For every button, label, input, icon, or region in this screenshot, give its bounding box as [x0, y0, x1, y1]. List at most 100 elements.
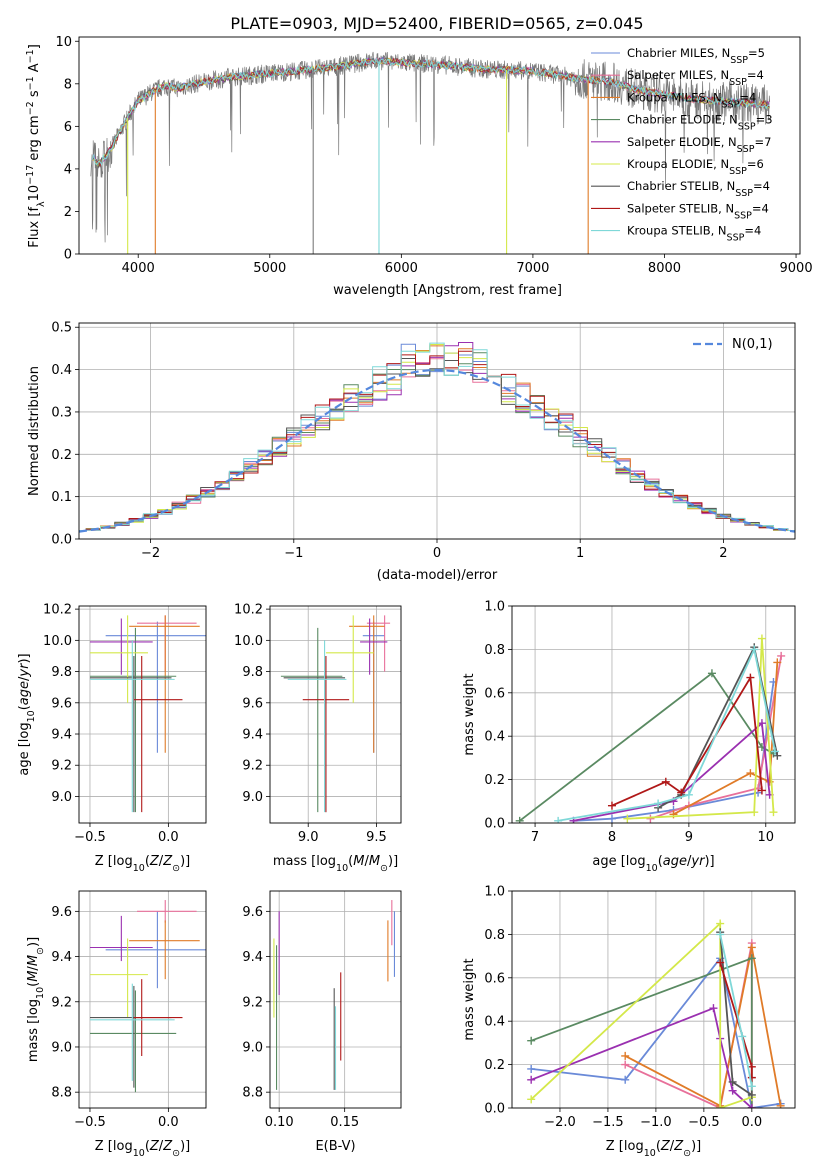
- y-tick-label: 9.4: [51, 950, 72, 965]
- label-part: Kroupa ELODIE, N: [627, 157, 729, 171]
- label-part: /: [26, 966, 41, 971]
- figure-title: PLATE=0903, MJD=52400, FIBERID=0565, z=0…: [230, 14, 643, 33]
- y-tick-label: 0.1: [51, 490, 72, 505]
- y-axis-label: mass weight: [462, 673, 477, 755]
- weight-marker: [738, 1032, 747, 1041]
- x-tick-label: 0.0: [741, 1115, 762, 1130]
- weight-marker: [747, 1082, 756, 1091]
- axes-frame: [511, 605, 796, 824]
- label-part: =4: [747, 68, 764, 82]
- label-part: SSP: [727, 232, 745, 243]
- weight-marker: [527, 1095, 536, 1104]
- weight-marker: [757, 786, 766, 795]
- label-part: Z: [149, 854, 160, 869]
- label-part: −17: [25, 165, 36, 185]
- weight-marker: [707, 669, 716, 678]
- y-tick-label: 9.6: [51, 905, 72, 920]
- weight-marker: [757, 719, 766, 728]
- label-part: Z: [149, 1139, 160, 1154]
- label-part: /: [687, 854, 692, 869]
- x-tick-label: 4000: [122, 261, 155, 276]
- label-part: (: [348, 854, 353, 869]
- age_vs_mass-panel: 9.0 9.5 9.0 9.2 9.4 9.6 9.8 10.0 10.2 mass [log10…: [234, 603, 402, 874]
- label-part: Z [: [95, 1139, 113, 1154]
- y-tick-label: 10: [55, 35, 72, 50]
- label-part: Z: [162, 1139, 173, 1154]
- label-part: Kroupa MILES, N: [627, 90, 722, 104]
- y-tick-label: 9.6: [51, 696, 72, 711]
- label-part: ): [180, 854, 185, 869]
- x-tick-label: 0.10: [265, 1115, 294, 1130]
- label-part: log: [17, 722, 32, 742]
- label-part: SSP: [734, 210, 752, 221]
- label-part: 10: [35, 987, 46, 999]
- weight-marker: [728, 1086, 737, 1095]
- label-part: −2: [25, 101, 36, 115]
- y-tick-label: 0.2: [484, 1058, 505, 1073]
- label-part: log: [113, 854, 133, 869]
- x-tick-label: −1.5: [592, 1115, 624, 1130]
- axes-frame: [78, 890, 207, 1109]
- weight-marker: [747, 1062, 756, 1071]
- x-axis-label: age [log10(age/yr)]: [592, 854, 714, 874]
- age_vs_mass-plot-area: [280, 615, 391, 813]
- y-axis-label: mass [log10(M/M⊙)]: [26, 937, 46, 1062]
- legend-label: Kroupa MILES, NSSP=4: [627, 90, 756, 110]
- label-part: s: [27, 90, 42, 101]
- label-part: −1: [25, 76, 36, 90]
- y-tick-label: 9.6: [242, 696, 263, 711]
- x-axis-label: Z [log10(Z/Z⊙)]: [95, 854, 190, 874]
- x-tick-label: 5000: [253, 261, 286, 276]
- y-axis-label: Flux [fλ10−17 erg cm−2 s−1 A−1]: [25, 44, 47, 248]
- label-part: log: [316, 854, 336, 869]
- label-part: age [: [17, 742, 32, 775]
- weight-marker: [773, 658, 782, 667]
- mass_vs_ebv-panel: 0.10 0.15 8.8 9.0 9.2 9.4 9.6 E(B-V): [242, 890, 402, 1154]
- legend-label: Chabrier MILES, NSSP=5: [627, 46, 765, 66]
- y-tick-label: 0.8: [484, 643, 505, 658]
- label-part: ⊙: [683, 1148, 691, 1159]
- y-tick-label: 9.0: [242, 1040, 263, 1055]
- age_vs_Z-plot-area: [89, 615, 206, 813]
- normal-curve: [79, 368, 795, 533]
- label-part: ]: [27, 44, 42, 49]
- label-part: Chabrier STELIB, N: [627, 179, 735, 193]
- weight-marker: [747, 1104, 756, 1108]
- panels: 4000 5000 6000 7000 8000 90000246810wavelengt…: [17, 35, 813, 1159]
- label-part: ): [17, 658, 32, 663]
- x-tick-label: 9: [685, 830, 693, 845]
- label-part: Z [: [606, 1139, 624, 1154]
- y-tick-label: 0.6: [484, 971, 505, 986]
- weight-series: [627, 638, 775, 820]
- legend-label: Chabrier STELIB, NSSP=4: [627, 179, 770, 199]
- weight-marker: [677, 788, 686, 797]
- y-tick-label: 0.4: [484, 730, 505, 745]
- y-tick-label: 0.4: [51, 363, 72, 378]
- y-tick-label: 0.8: [484, 928, 505, 943]
- axes-frame: [269, 890, 402, 1109]
- y-tick-label: 0: [64, 248, 72, 263]
- label-part: mass [: [26, 1019, 41, 1062]
- x-tick-label: −1.0: [640, 1115, 672, 1130]
- x-tick-label: −2: [141, 546, 160, 561]
- label-part: =5: [748, 46, 765, 60]
- label-part: ⊙: [172, 1148, 180, 1159]
- y-tick-label: 10.2: [234, 603, 263, 618]
- mass_weight_vs_Z-panel: −2.0 −1.5 −1.0 −0.5 0.0 0.0 0.2 0.4 0.6 0.8 1.0 Z […: [462, 885, 796, 1159]
- label-part: ]: [185, 854, 190, 869]
- y-axis-label: mass weight: [462, 958, 477, 1040]
- label-part: λ: [36, 201, 47, 207]
- label-part: M: [369, 854, 380, 869]
- weight-marker: [750, 645, 759, 654]
- label-part: A: [27, 63, 42, 76]
- label-part: SSP: [729, 166, 747, 177]
- weight-marker: [684, 790, 693, 799]
- residuals-panel: −2 −1 0 1 2 0.0 0.1 0.2 0.3 0.4 0.5 (data-model)/er…: [27, 321, 796, 583]
- label-part: Salpeter ELODIE, N: [627, 135, 737, 149]
- axes-frame: [269, 605, 402, 824]
- y-tick-label: 9.4: [242, 950, 263, 965]
- axes-frame: [78, 322, 796, 540]
- label-part: SSP: [737, 143, 755, 154]
- mass_vs_ebv-plot-area: [273, 900, 396, 1090]
